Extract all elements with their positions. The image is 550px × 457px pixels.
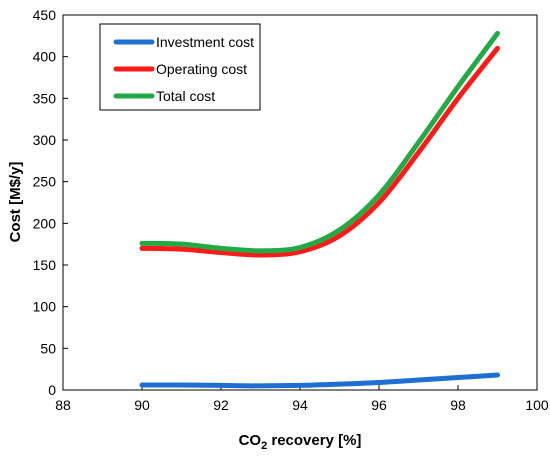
axis-ticks: 88 90 92 94 96 98 100 0 50 100 150 200 250 300 350 400 4… (33, 7, 549, 413)
x-tick-label: 90 (134, 397, 150, 413)
legend-label-total-cost: Total cost (156, 88, 215, 104)
series-line-investment-cost (139, 372, 500, 389)
legend-items: Investment cost Operating cost Total cost (113, 34, 254, 104)
y-tick-label: 450 (33, 7, 57, 23)
y-tick-label: 100 (33, 299, 57, 315)
x-axis-title-rest: recovery [%] (267, 432, 361, 449)
y-tick-label: 200 (33, 215, 57, 231)
x-tick-label: 100 (525, 397, 549, 413)
y-tick-label: 0 (48, 382, 56, 398)
series-line-operating-cost (139, 45, 500, 258)
legend-label-investment-cost: Investment cost (156, 34, 254, 50)
x-axis-title-main: CO (239, 432, 262, 449)
y-tick-label: 50 (40, 340, 56, 356)
x-axis-title-subscript: 2 (261, 440, 267, 452)
y-tick-label: 300 (33, 132, 57, 148)
x-tick-label: 94 (292, 397, 308, 413)
legend: Investment cost Operating cost Total cost (99, 23, 261, 111)
y-tick-label: 400 (33, 49, 57, 65)
y-tick-label: 250 (33, 174, 57, 190)
x-tick-label: 98 (450, 397, 466, 413)
x-tick-label: 88 (55, 397, 71, 413)
legend-label-operating-cost: Operating cost (156, 61, 247, 77)
x-axis-title: CO2 recovery [%] (239, 432, 362, 452)
y-tick-label: 350 (33, 90, 57, 106)
y-tick-label: 150 (33, 257, 57, 273)
x-tick-label: 96 (371, 397, 387, 413)
x-tick-label: 92 (213, 397, 229, 413)
series-lines (139, 30, 500, 389)
y-axis-title: Cost [M$/y] (7, 162, 24, 243)
series-line-total-cost (139, 30, 500, 254)
